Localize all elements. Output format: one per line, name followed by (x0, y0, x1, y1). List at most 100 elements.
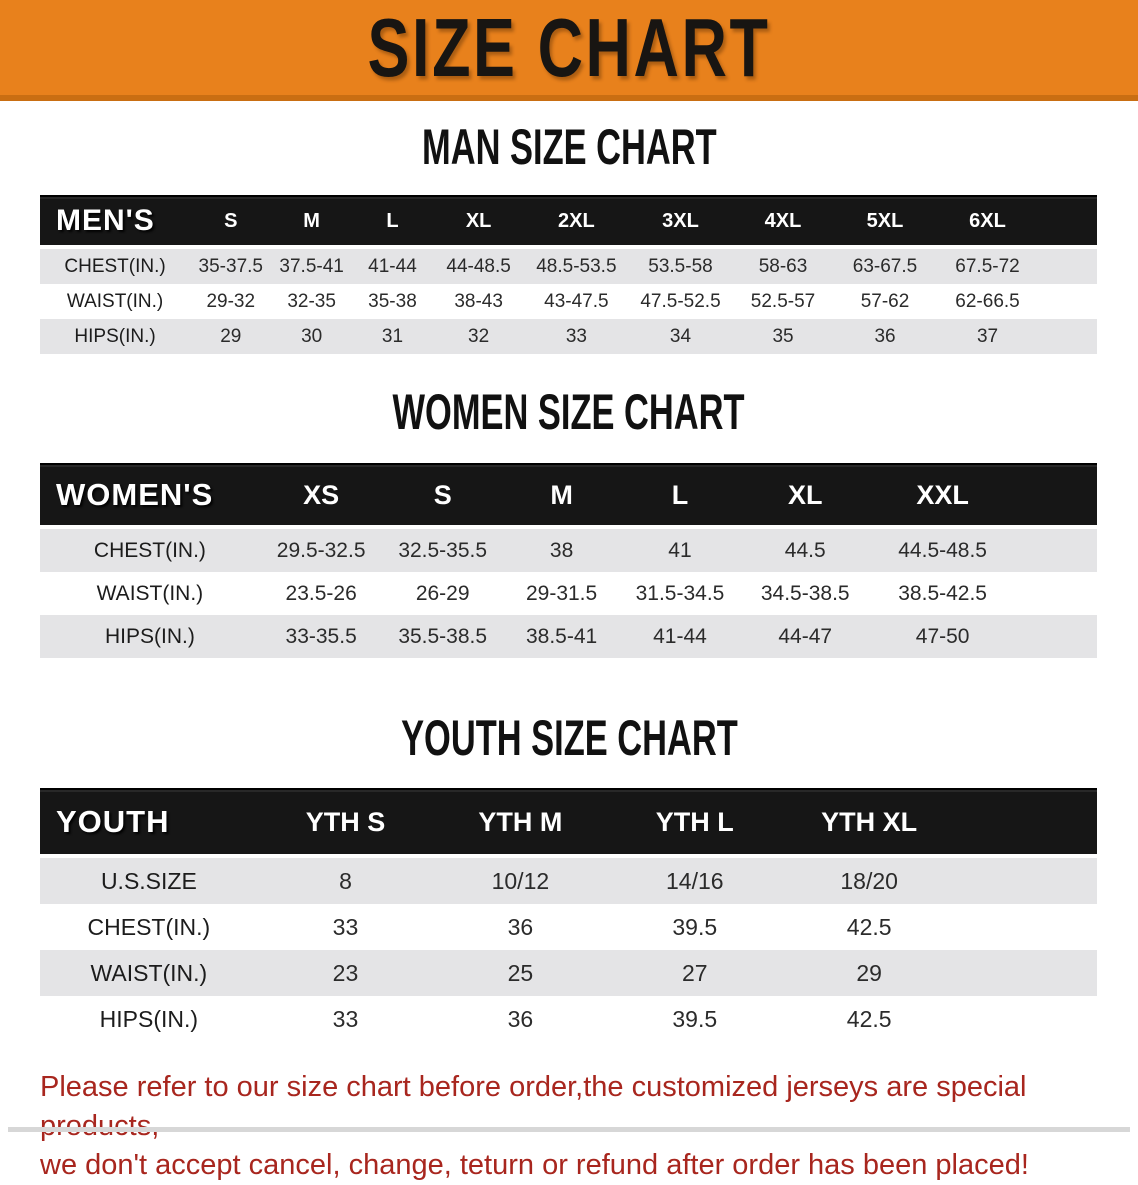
size-cell: 37 (936, 319, 1039, 354)
size-cell: 44.5-48.5 (870, 527, 1015, 572)
column-header: S (382, 463, 503, 529)
size-cell: 42.5 (781, 904, 957, 950)
women-section-heading: WOMEN SIZE CHART (0, 384, 1138, 440)
table-row: WAIST(IN.) 23 25 27 29 (40, 950, 1097, 996)
size-cell: 38.5-42.5 (870, 572, 1015, 615)
footer-line-1: Please refer to our size chart before or… (40, 1071, 1027, 1142)
row-label: WAIST(IN.) (40, 572, 260, 615)
table-row: HIPS(IN.) 33-35.5 35.5-38.5 38.5-41 41-44 44-… (40, 615, 1097, 658)
size-cell: 35 (732, 319, 834, 354)
size-cell: 38-43 (433, 284, 525, 319)
size-cell: 62-66.5 (936, 284, 1039, 319)
table-title-cell: WOMEN'S (40, 463, 260, 529)
column-header: 2XL (524, 195, 629, 249)
size-cell: 18/20 (781, 856, 957, 904)
size-cell: 32.5-35.5 (382, 527, 503, 572)
man-section-heading: MAN SIZE CHART (0, 119, 1138, 175)
size-cell: 25 (433, 950, 608, 996)
column-header: 3XL (628, 195, 733, 249)
table-row: CHEST(IN.) 29.5-32.5 32.5-35.5 38 41 44.5 44.5… (40, 527, 1097, 572)
size-cell: 29.5-32.5 (259, 527, 383, 572)
size-cell: 31.5-34.5 (620, 572, 740, 615)
size-cell: 53.5-58 (628, 247, 733, 284)
size-cell: 33 (257, 996, 434, 1042)
size-cell: 52.5-57 (732, 284, 834, 319)
size-cell: 29-31.5 (502, 572, 621, 615)
size-cell: 44.5 (739, 527, 871, 572)
column-header: M (502, 463, 621, 529)
size-cell: 14/16 (607, 856, 782, 904)
column-header: XS (259, 463, 383, 529)
size-cell: 34.5-38.5 (739, 572, 871, 615)
row-spacer (956, 996, 1097, 1042)
size-cell: 36 (433, 904, 608, 950)
header-spacer (1038, 195, 1097, 249)
column-header: L (351, 195, 434, 249)
row-spacer (956, 856, 1097, 904)
size-cell: 38.5-41 (502, 615, 621, 658)
size-cell: 27 (607, 950, 782, 996)
size-cell: 39.5 (607, 904, 782, 950)
column-header: 5XL (833, 195, 937, 249)
size-cell: 44-47 (739, 615, 871, 658)
row-spacer (1014, 615, 1097, 658)
size-cell: 35-38 (351, 284, 434, 319)
size-cell: 41-44 (620, 615, 740, 658)
table-row: HIPS(IN.) 29 30 31 32 33 34 35 36 37 (40, 319, 1097, 354)
footer-line-2: we don't accept cancel, change, teturn o… (40, 1149, 1029, 1181)
size-cell: 36 (833, 319, 937, 354)
column-header: M (271, 195, 352, 249)
row-label: HIPS(IN.) (40, 319, 191, 354)
row-spacer (1038, 319, 1097, 354)
size-cell: 32 (433, 319, 525, 354)
table-row: CHEST(IN.) 35-37.5 37.5-41 41-44 44-48.5 48.5… (40, 247, 1097, 284)
row-label: U.S.SIZE (40, 856, 258, 904)
youth-size-table: YOUTH YTH S YTH M YTH L YTH XL U.S.SIZE 8 10/12… (40, 788, 1097, 1042)
size-cell: 38 (502, 527, 621, 572)
column-header: XXL (870, 463, 1015, 529)
column-header: YTH L (607, 788, 782, 858)
column-header: YTH XL (781, 788, 957, 858)
size-cell: 23.5-26 (259, 572, 383, 615)
table-title-cell: YOUTH (40, 788, 258, 858)
size-cell: 26-29 (382, 572, 503, 615)
size-cell: 8 (257, 856, 434, 904)
size-cell: 48.5-53.5 (524, 247, 629, 284)
row-spacer (1014, 527, 1097, 572)
banner-title: SIZE CHART (367, 1, 771, 94)
size-cell: 33 (257, 904, 434, 950)
table-row: U.S.SIZE 8 10/12 14/16 18/20 (40, 856, 1097, 904)
size-cell: 29-32 (190, 284, 272, 319)
row-label: HIPS(IN.) (40, 996, 258, 1042)
size-cell: 42.5 (781, 996, 957, 1042)
size-cell: 57-62 (833, 284, 937, 319)
size-cell: 47.5-52.5 (628, 284, 733, 319)
size-chart-banner: SIZE CHART (0, 0, 1138, 101)
column-header: XL (433, 195, 525, 249)
size-cell: 29 (190, 319, 272, 354)
size-cell: 29 (781, 950, 957, 996)
size-cell: 32-35 (271, 284, 352, 319)
size-cell: 41-44 (351, 247, 434, 284)
man-heading-text: MAN SIZE CHART (421, 118, 717, 176)
header-spacer (1014, 463, 1097, 529)
size-cell: 35-37.5 (190, 247, 272, 284)
table-header-row: WOMEN'S XS S M L XL XXL (40, 463, 1097, 529)
table-header-row: MEN'S S M L XL 2XL 3XL 4XL 5XL 6XL (40, 195, 1097, 249)
row-spacer (956, 950, 1097, 996)
row-label: CHEST(IN.) (40, 247, 191, 284)
size-cell: 37.5-41 (271, 247, 352, 284)
size-cell: 67.5-72 (936, 247, 1039, 284)
men-size-table: MEN'S S M L XL 2XL 3XL 4XL 5XL 6XL CHEST(IN.) 35-37… (40, 195, 1097, 354)
size-cell: 33-35.5 (259, 615, 383, 658)
size-cell: 39.5 (607, 996, 782, 1042)
size-cell: 23 (257, 950, 434, 996)
size-cell: 30 (271, 319, 352, 354)
row-spacer (1038, 284, 1097, 319)
size-cell: 44-48.5 (433, 247, 525, 284)
column-header: L (620, 463, 740, 529)
table-title-cell: MEN'S (40, 195, 191, 249)
youth-section-heading: YOUTH SIZE CHART (0, 710, 1138, 766)
row-label: CHEST(IN.) (40, 904, 258, 950)
table-row: HIPS(IN.) 33 36 39.5 42.5 (40, 996, 1097, 1042)
